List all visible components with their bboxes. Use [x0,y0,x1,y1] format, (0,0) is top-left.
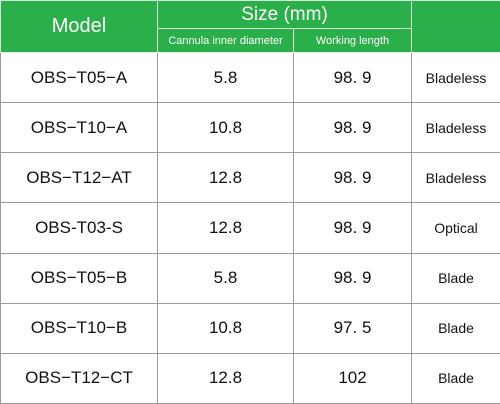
table-cell: 98. 9 [293,202,412,254]
table-cell: OBS−T05−B [0,252,158,304]
table-row: OBS−T10−A 10.8 98. 9 Bladeless [0,102,500,154]
table-row: OBS-T03-S 12.8 98. 9 Optical [0,202,500,254]
table-row: OBS−T05−A 5.8 98. 9 Bladeless [0,51,500,104]
header-sub: Working length [293,28,412,53]
table-cell: Blade [411,252,500,304]
table-cell: Bladeless [411,102,500,154]
table-row: OBS−T12−CT 12.8 102 Blade [0,352,500,404]
table-cell: 10.8 [157,302,294,354]
table-cell: 10.8 [157,102,294,154]
table-cell: Bladeless [411,51,500,104]
table-cell: 102 [293,352,412,404]
table-cell: Blade [411,352,500,404]
table-row: OBS−T10−B 10.8 97. 5 Blade [0,302,500,354]
table-row: OBS−T12−AT 12.8 98. 9 Bladeless [0,152,500,204]
table-cell: Blade [411,302,500,354]
header-model: Model [0,0,158,53]
table-cell: OBS-T03-S [0,202,158,254]
table-cell: 12.8 [157,202,294,254]
table-cell: 5.8 [157,51,294,104]
table-row: OBS−T05−B 5.8 98. 9 Blade [0,252,500,304]
table-cell: OBS−T10−B [0,302,158,354]
table-cell: OBS−T12−AT [0,152,158,204]
table-cell: 12.8 [157,352,294,404]
table-cell: 12.8 [157,152,294,204]
table-cell: OBS−T10−A [0,102,158,154]
table-cell: OBS−T12−CT [0,352,158,404]
table-cell: 98. 9 [293,51,412,104]
header-sub: Cannula inner diameter [157,28,294,53]
header-size: Size (mm) [157,0,412,29]
table-cell: Bladeless [411,152,500,204]
table-cell: OBS−T05−A [0,51,158,104]
table-cell: Optical [411,202,500,254]
table-cell: 98. 9 [293,152,412,204]
header-empty [411,0,500,53]
table-cell: 98. 9 [293,102,412,154]
table-cell: 97. 5 [293,302,412,354]
table-cell: 5.8 [157,252,294,304]
table-cell: 98. 9 [293,252,412,304]
table-body: OBS−T05−A 5.8 98. 9 Bladeless OBS−T10−A 10.8 9… [0,51,500,404]
